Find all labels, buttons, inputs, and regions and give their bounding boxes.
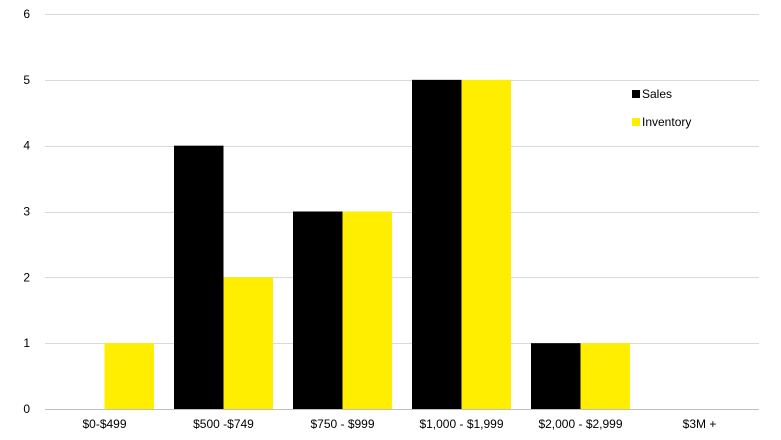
y-tick-label: 6 [23,7,30,21]
bars [104,79,630,409]
legend-label-sales: Sales [642,87,672,101]
x-tick-label: $2,000 - $2,999 [538,417,622,431]
x-axis-ticks: $0-$499 $500 -$749 $750 - $999 $1,000 - $1,… [82,417,716,431]
y-tick-label: 4 [23,139,30,153]
bar-sales-4 [531,343,581,409]
gridlines [45,14,759,410]
bar-inventory-1 [223,277,273,409]
x-tick-label: $750 - $999 [310,417,374,431]
x-tick-label: $1,000 - $1,999 [419,417,503,431]
bar-inventory-4 [580,343,630,409]
x-tick-label: $500 -$749 [193,417,254,431]
bar-inventory-3 [461,79,511,409]
bar-inventory-0 [104,343,154,409]
legend: Sales Inventory [632,87,691,129]
legend-swatch-inventory [632,118,640,126]
y-axis-ticks: 0 1 2 3 4 5 6 [23,7,30,416]
y-tick-label: 3 [23,205,30,219]
bar-sales-1 [174,145,224,409]
bar-sales-2 [293,211,343,409]
legend-swatch-sales [632,90,640,98]
y-tick-label: 1 [23,336,30,350]
y-tick-label: 0 [23,402,30,416]
x-tick-label: $3M + [683,417,717,431]
bar-sales-3 [412,79,462,409]
x-tick-label: $0-$499 [82,417,126,431]
y-tick-label: 5 [23,73,30,87]
bar-inventory-2 [342,211,392,409]
legend-label-inventory: Inventory [642,115,691,129]
y-tick-label: 2 [23,270,30,284]
